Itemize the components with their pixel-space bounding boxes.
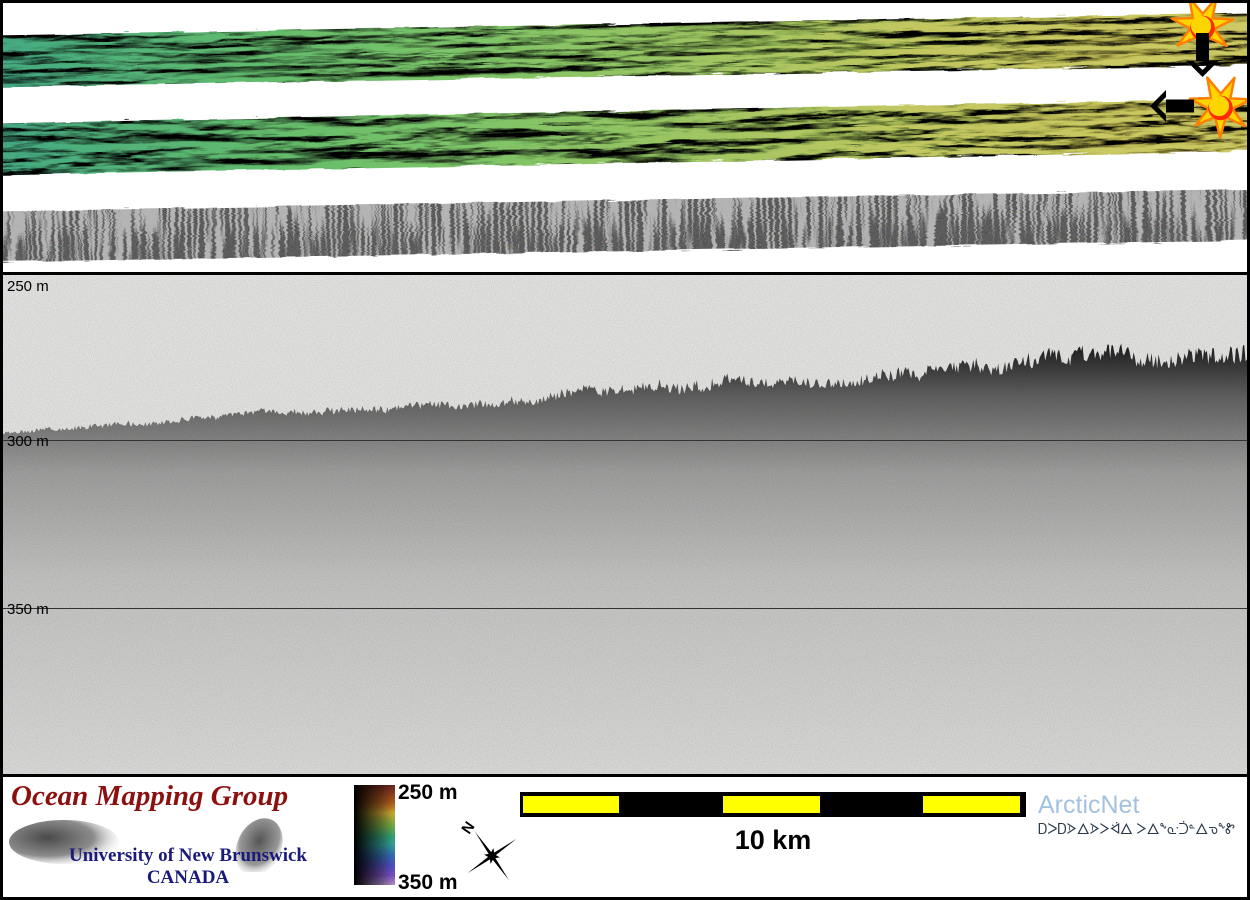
svg-text:N: N (458, 819, 478, 838)
